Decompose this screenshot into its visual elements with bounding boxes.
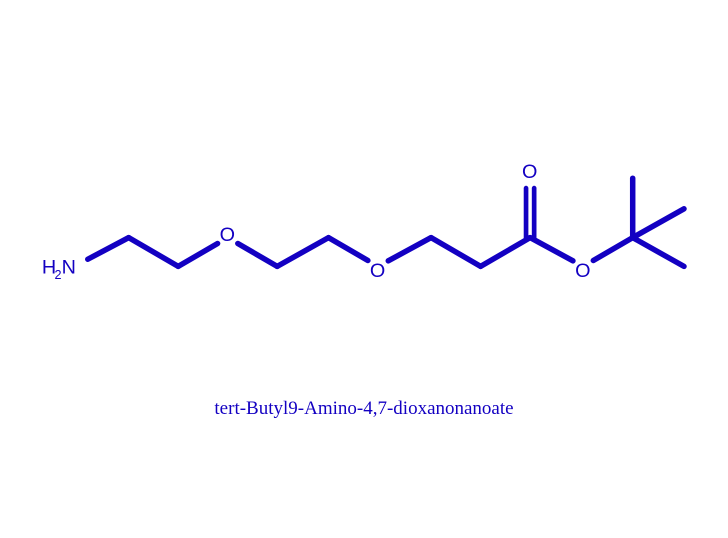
svg-text:N: N bbox=[62, 257, 76, 279]
molecule-svg: H2NOOOO bbox=[0, 0, 728, 538]
svg-text:O: O bbox=[522, 161, 537, 183]
svg-text:O: O bbox=[575, 260, 590, 282]
svg-text:2: 2 bbox=[54, 268, 61, 282]
molecular-structure-canvas: H2NOOOO tert-Butyl9-Amino-4,7-dioxanonan… bbox=[0, 0, 728, 538]
svg-text:O: O bbox=[220, 224, 235, 246]
compound-name-caption: tert-Butyl9-Amino-4,7-dioxanonanoate bbox=[0, 398, 728, 420]
svg-text:O: O bbox=[370, 260, 385, 282]
